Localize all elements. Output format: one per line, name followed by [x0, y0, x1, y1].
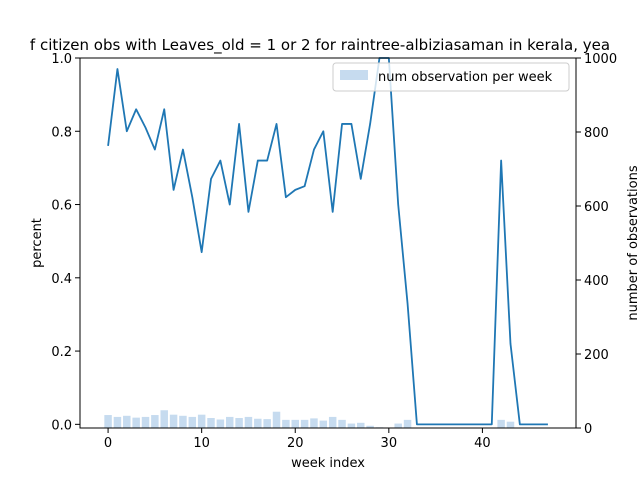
bar — [506, 421, 515, 428]
bar — [141, 416, 150, 428]
y-axis-left: 0.0 0.2 0.4 0.6 0.8 1.0 — [51, 52, 80, 433]
y-left-tick-label: 0.0 — [51, 418, 72, 433]
legend: num observation per week — [332, 62, 570, 92]
bar — [319, 420, 328, 428]
bar — [366, 425, 374, 428]
y-left-tick-label: 0.8 — [51, 125, 72, 140]
x-tick-label: 20 — [287, 436, 304, 451]
bar — [263, 419, 271, 428]
bar — [338, 419, 346, 428]
bar — [328, 416, 337, 428]
legend-label-bars: num observation per week — [378, 70, 553, 85]
x-tick-label: 30 — [381, 436, 398, 451]
y-right-tick-label: 200 — [584, 348, 609, 363]
y-right-tick-label: 0 — [584, 422, 592, 437]
bar — [151, 415, 159, 428]
y-left-tick-label: 0.6 — [51, 199, 72, 214]
y-axis-left-label: percent — [30, 218, 45, 268]
bar — [113, 416, 122, 428]
bar — [310, 418, 318, 428]
bar — [272, 411, 281, 428]
y-left-tick-label: 0.2 — [51, 345, 72, 360]
bar — [123, 415, 131, 428]
bar — [160, 410, 168, 428]
bar — [497, 419, 505, 428]
bar — [282, 419, 290, 428]
x-tick-label: 0 — [104, 436, 112, 451]
legend-swatch-bars — [340, 70, 368, 80]
bar — [216, 419, 225, 428]
x-axis-label: week index — [291, 456, 365, 471]
chart-title: f citizen obs with Leaves_old = 1 or 2 f… — [30, 36, 610, 55]
bar — [403, 419, 412, 428]
bar — [291, 419, 299, 428]
y-left-tick-label: 1.0 — [51, 52, 72, 67]
line-series — [107, 57, 548, 426]
bar — [244, 416, 253, 428]
bar — [300, 419, 309, 428]
bar — [235, 418, 243, 428]
bar — [169, 414, 178, 428]
legend-box — [332, 62, 570, 92]
bar — [197, 414, 206, 428]
y-right-tick-label: 400 — [584, 274, 609, 289]
x-tick-label: 10 — [193, 436, 210, 451]
bar — [132, 417, 140, 428]
y-right-tick-label: 1000 — [584, 52, 617, 67]
bar — [179, 415, 187, 428]
y-axis-right-label: number of observations — [626, 165, 640, 320]
bar — [207, 418, 215, 428]
y-right-tick-label: 600 — [584, 200, 609, 215]
x-axis: 0 10 20 30 40 — [104, 428, 491, 451]
plot-frame — [79, 57, 577, 429]
bar-series — [104, 410, 515, 428]
bar — [347, 423, 356, 428]
series-line — [107, 57, 548, 426]
bar — [225, 416, 234, 428]
bar — [188, 416, 197, 428]
x-tick-label: 40 — [474, 436, 491, 451]
y-left-tick-label: 0.4 — [51, 272, 72, 287]
y-right-tick-label: 800 — [584, 126, 609, 141]
bar — [394, 423, 402, 428]
bar — [104, 415, 112, 428]
bar — [254, 418, 262, 428]
bar — [357, 422, 365, 428]
y-axis-right: 0 200 400 600 800 1000 — [576, 52, 617, 437]
